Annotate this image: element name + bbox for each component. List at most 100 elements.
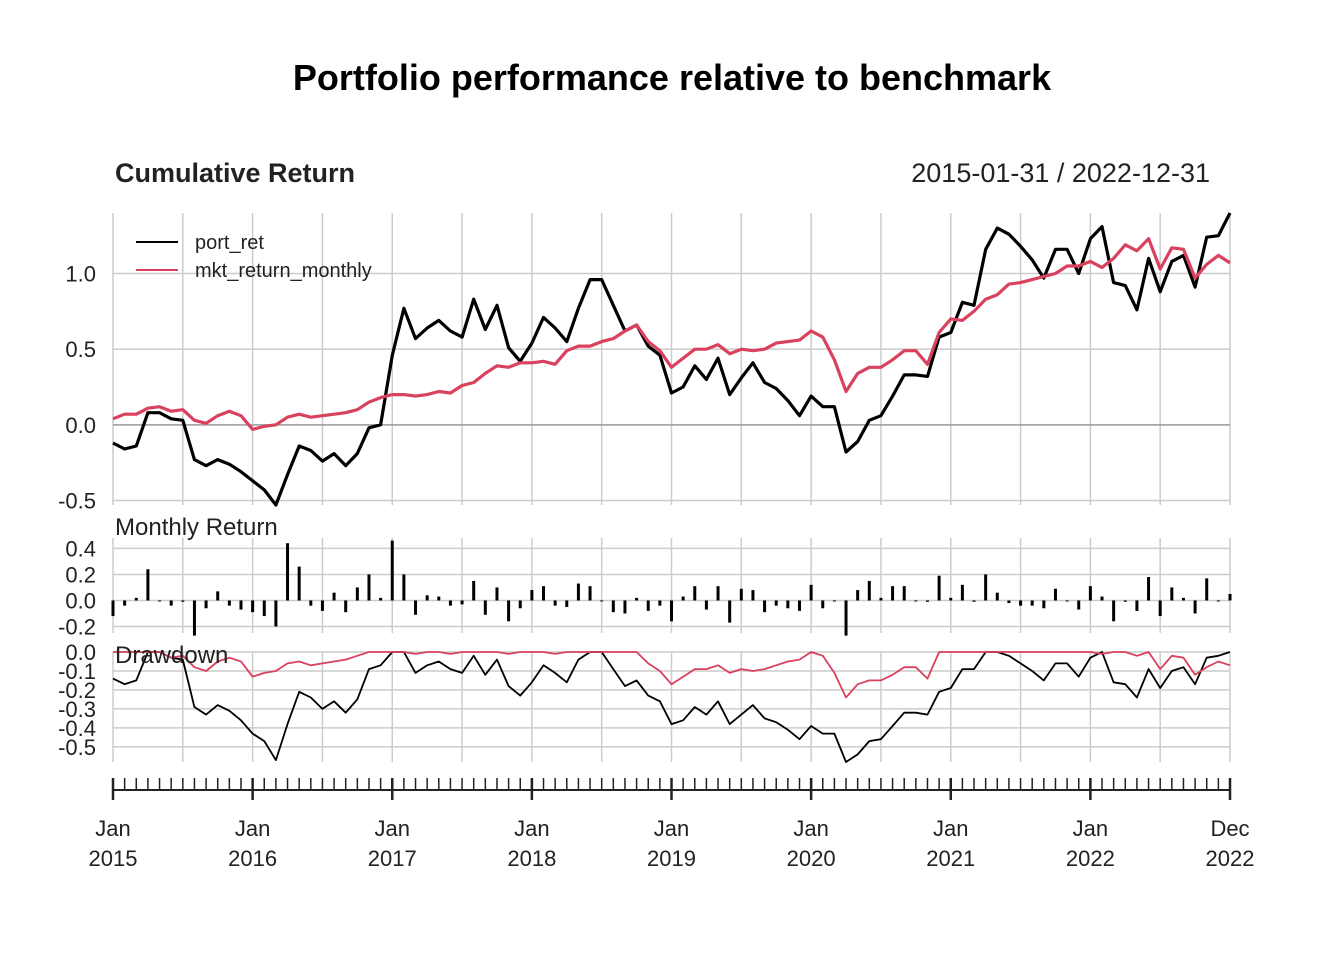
ytick-label-cumulative-0: -0.5	[58, 488, 96, 513]
xtick-month-1: Jan	[235, 816, 270, 841]
xtick-year-0: 2015	[89, 846, 138, 871]
monthly-bar-31	[472, 580, 476, 601]
xtick-month-2: Jan	[375, 816, 410, 841]
monthly-bar-81	[1053, 588, 1057, 601]
monthly-bar-14	[274, 600, 278, 627]
monthly-bar-0	[111, 600, 115, 617]
monthly-bar-90	[1158, 600, 1162, 617]
monthly-panel-title: Monthly Return	[115, 514, 278, 541]
monthly-bar-42	[600, 600, 604, 602]
monthly-bar-35	[518, 600, 522, 609]
monthly-bar-1	[123, 600, 127, 606]
monthly-bar-19	[332, 592, 336, 601]
monthly-bar-7	[192, 600, 196, 636]
legend-label-port-ret: port_ret	[195, 232, 264, 254]
monthly-bar-86	[1112, 600, 1116, 622]
monthly-bar-36	[530, 590, 534, 601]
monthly-bar-23	[379, 597, 383, 601]
monthly-bar-15	[286, 543, 290, 601]
monthly-bar-24	[390, 540, 394, 601]
monthly-bar-46	[646, 600, 650, 611]
monthly-bar-44	[623, 600, 627, 614]
monthly-bar-88	[1135, 600, 1139, 611]
monthly-bar-69	[914, 600, 918, 602]
xtick-month-5: Jan	[793, 816, 828, 841]
monthly-bar-96	[1228, 593, 1232, 601]
monthly-bar-27	[425, 595, 429, 601]
ytick-label-drawdown-0: -0.5	[58, 735, 96, 760]
monthly-bar-22	[367, 574, 371, 601]
monthly-bar-77	[1007, 600, 1011, 604]
monthly-bar-9	[216, 591, 220, 601]
monthly-bar-60	[809, 584, 813, 601]
xtick-month-0: Jan	[95, 816, 130, 841]
drawdown-line-port-ret	[112, 651, 1231, 763]
xtick-year-5: 2020	[787, 846, 836, 871]
monthly-bar-33	[495, 587, 499, 601]
monthly-bar-16	[297, 566, 301, 601]
xtick-month-8: Dec	[1210, 816, 1249, 841]
ytick-label-monthly-3: 0.4	[65, 536, 96, 561]
ytick-label-drawdown-1: -0.4	[58, 716, 96, 741]
monthly-bar-71	[937, 575, 941, 601]
ytick-label-cumulative-1: 0.0	[65, 413, 96, 438]
monthly-bar-48	[670, 600, 673, 622]
monthly-bar-26	[414, 600, 418, 615]
monthly-bar-74	[972, 600, 976, 602]
monthly-bar-75	[984, 574, 988, 601]
monthly-bar-51	[704, 600, 708, 610]
monthly-bar-73	[960, 584, 964, 601]
monthly-bar-30	[460, 600, 464, 605]
date-range-label: 2015-01-31 / 2022-12-31	[911, 158, 1210, 188]
monthly-bar-21	[355, 587, 359, 601]
monthly-bar-25	[402, 574, 406, 601]
ytick-label-drawdown-5: 0.0	[65, 640, 96, 665]
monthly-bar-82	[1065, 600, 1069, 602]
xtick-month-7: Jan	[1073, 816, 1108, 841]
monthly-bar-12	[251, 600, 255, 613]
monthly-bar-92	[1181, 597, 1185, 601]
monthly-bar-95	[1216, 600, 1220, 602]
legend-label-mkt-return: mkt_return_monthly	[195, 260, 372, 282]
xtick-year-4: 2019	[647, 846, 696, 871]
chart-title: Portfolio performance relative to benchm…	[293, 57, 1052, 98]
grid-layer	[112, 213, 1231, 762]
monthly-bar-84	[1088, 586, 1092, 601]
monthly-bar-70	[925, 600, 929, 602]
monthly-bar-13	[262, 600, 266, 617]
monthly-bar-6	[181, 600, 185, 602]
monthly-bar-45	[635, 597, 639, 601]
monthly-bar-87	[1123, 600, 1127, 602]
monthly-bar-76	[995, 592, 999, 601]
monthly-bar-66	[879, 597, 883, 601]
monthly-bar-43	[611, 600, 615, 613]
monthly-bar-61	[821, 600, 825, 609]
monthly-bar-58	[786, 600, 790, 609]
drawdown-line-mkt-return	[113, 651, 1231, 699]
monthly-bar-4	[158, 600, 162, 602]
monthly-bar-8	[204, 600, 208, 609]
axis-labels: -0.50.00.51.0-0.20.00.20.4-0.5-0.4-0.3-0…	[58, 262, 1254, 871]
monthly-bar-64	[856, 590, 860, 601]
monthly-bar-80	[1042, 600, 1046, 609]
monthly-bar-68	[902, 586, 906, 601]
xtick-year-6: 2021	[926, 846, 975, 871]
monthly-bar-49	[681, 596, 685, 601]
monthly-bar-38	[553, 600, 557, 606]
series-lines	[112, 212, 1232, 763]
monthly-bar-29	[448, 600, 452, 606]
legend: port_ret mkt_return_monthly	[136, 232, 372, 282]
monthly-bar-34	[507, 600, 511, 622]
ytick-label-drawdown-3: -0.2	[58, 678, 96, 703]
monthly-bar-54	[739, 588, 743, 601]
ytick-label-monthly-2: 0.2	[65, 562, 96, 587]
monthly-bar-83	[1077, 600, 1081, 610]
monthly-bar-63	[844, 600, 848, 636]
ytick-label-drawdown-2: -0.3	[58, 697, 96, 722]
monthly-bar-59	[797, 600, 801, 611]
monthly-bar-39	[565, 600, 569, 607]
monthly-bar-41	[588, 586, 592, 601]
monthly-bar-79	[1030, 600, 1034, 606]
monthly-bar-18	[320, 600, 324, 611]
cumulative-panel-title: Cumulative Return	[115, 158, 355, 188]
